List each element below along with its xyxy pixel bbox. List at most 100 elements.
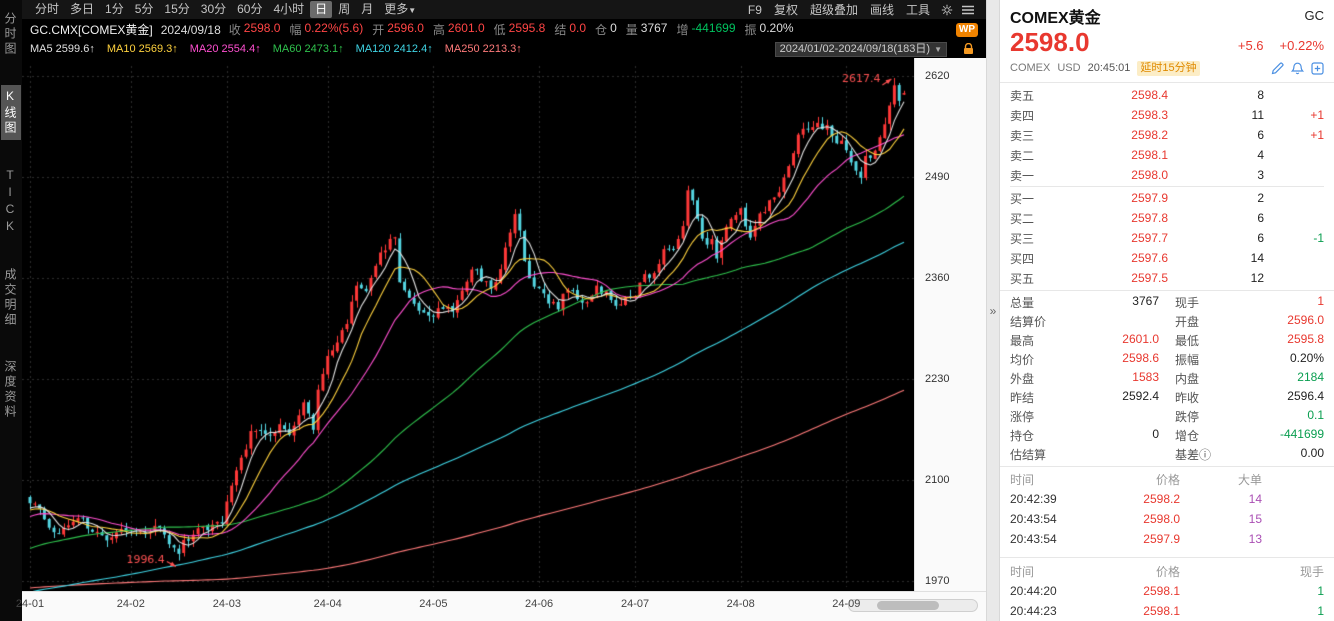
stat-value: 1 — [1317, 294, 1324, 311]
panel-collapse-handle[interactable]: » — [986, 0, 1000, 621]
toolbar-button-f9[interactable]: F9 — [742, 3, 768, 17]
list-header-col: 价格 — [1100, 471, 1180, 488]
quote-field-position: 仓0 — [595, 21, 617, 38]
toolbar-button-adjust-price[interactable]: 复权 — [768, 1, 804, 18]
sidebar-item-depth-info[interactable]: 深度资料 — [1, 356, 21, 424]
period-tab-9[interactable]: 周 — [333, 1, 355, 18]
toolbar-button-super-overlay[interactable]: 超级叠加 — [804, 1, 864, 18]
tick-row: 20:44:232598.11 — [1000, 601, 1334, 621]
stat-label: 估结算 — [1010, 446, 1046, 463]
period-tab-7[interactable]: 4小时 — [268, 1, 309, 18]
trade-price: 2598.1 — [1100, 584, 1180, 598]
book-volume: 14 — [1168, 251, 1264, 265]
menu-icon[interactable] — [958, 5, 978, 15]
period-tab-3[interactable]: 5分 — [130, 1, 159, 18]
quote-field-high: 高2601.0 — [433, 21, 485, 38]
ask-row-2[interactable]: 卖四2598.311+1 — [1000, 105, 1334, 125]
add-plus-icon[interactable] — [1311, 62, 1324, 75]
trade-time: 20:43:54 — [1010, 532, 1100, 546]
sidebar-item-minute-chart[interactable]: 分时图 — [1, 8, 21, 61]
collapse-icon: » — [990, 304, 997, 318]
period-tab-1[interactable]: 多日 — [65, 1, 99, 18]
quote-field-volume: 量3767 — [626, 21, 668, 38]
book-volume: 12 — [1168, 271, 1264, 285]
quote-field-label: 低 — [494, 21, 506, 38]
ask-row-4[interactable]: 卖二2598.14 — [1000, 145, 1334, 165]
ma-value-ma250: MA250 2213.3↑ — [445, 43, 522, 55]
candlestick-chart-canvas[interactable] — [22, 58, 914, 591]
symbol-code[interactable]: GC — [1305, 8, 1325, 23]
book-label: 卖三 — [1010, 127, 1050, 144]
bid-row-2[interactable]: 买二2597.86 — [1000, 208, 1334, 228]
stat-cell: 结算价 — [1010, 313, 1159, 330]
book-volume: 6 — [1168, 128, 1264, 142]
lock-icon[interactable] — [959, 43, 978, 55]
bid-row-4[interactable]: 买四2597.614 — [1000, 248, 1334, 268]
stat-label: 振幅 — [1175, 351, 1199, 368]
settings-gear-icon[interactable] — [937, 4, 957, 16]
stat-value: 2596.0 — [1287, 313, 1324, 330]
divider — [1000, 557, 1334, 558]
ma-value-ma20: MA20 2554.4↑ — [190, 43, 261, 55]
list-header-col: 时间 — [1010, 563, 1100, 580]
period-tab-4[interactable]: 15分 — [159, 1, 194, 18]
book-divider — [1010, 186, 1324, 187]
stat-label: 昨收 — [1175, 389, 1199, 406]
toolbar-button-draw-line[interactable]: 画线 — [864, 1, 900, 18]
scrollbar-thumb[interactable] — [877, 601, 939, 610]
sidebar-item-kline-chart[interactable]: K线图 — [1, 85, 21, 140]
panel-title-row: COMEX黄金 GC — [1000, 0, 1334, 26]
wp-badge[interactable]: WP — [956, 23, 978, 37]
price-change-pct: +0.22% — [1280, 38, 1324, 53]
stat-value: 0.20% — [1290, 351, 1324, 368]
quote-field-value: 0.20% — [760, 21, 794, 38]
ask-row-3[interactable]: 卖三2598.26+1 — [1000, 125, 1334, 145]
period-tab-8[interactable]: 日 — [310, 1, 332, 18]
date-range-text: 2024/01/02-2024/09/18(183日) — [780, 43, 930, 56]
book-price: 2597.6 — [1050, 251, 1168, 265]
stat-cell: 增仓-441699 — [1175, 427, 1324, 444]
quote-field-label: 高 — [433, 21, 445, 38]
edit-pencil-icon[interactable] — [1271, 62, 1284, 75]
ask-row-1[interactable]: 卖五2598.48 — [1000, 85, 1334, 105]
bid-row-3[interactable]: 买三2597.76-1 — [1000, 228, 1334, 248]
period-tab-2[interactable]: 1分 — [100, 1, 129, 18]
stat-value: 2595.8 — [1287, 332, 1324, 349]
order-book: 卖五2598.48卖四2598.311+1卖三2598.26+1卖二2598.1… — [1000, 85, 1334, 288]
date-range-selector[interactable]: 2024/01/02-2024/09/18(183日) ▼ — [775, 42, 947, 57]
currency-label: USD — [1057, 62, 1080, 74]
divider — [1000, 466, 1334, 467]
stat-label: 均价 — [1010, 351, 1034, 368]
big-order-row: 20:43:542597.913 — [1000, 529, 1334, 549]
book-label: 卖四 — [1010, 107, 1050, 124]
stats-row: 涨停跌停0.1 — [1000, 407, 1334, 426]
stat-cell: 开盘2596.0 — [1175, 313, 1324, 330]
book-price: 2598.3 — [1050, 108, 1168, 122]
panel-info-row: COMEX USD 20:45:01 延时15分钟 — [1000, 57, 1334, 80]
stat-cell: 昨结2592.4 — [1010, 389, 1159, 406]
book-label: 买三 — [1010, 230, 1050, 247]
trade-price: 2597.9 — [1100, 532, 1180, 546]
toolbar-button-tools[interactable]: 工具 — [900, 1, 936, 18]
period-tab-6[interactable]: 60分 — [232, 1, 267, 18]
period-toolbar: 分时多日1分5分15分30分60分4小时日周月 更多▼ F9复权超级叠加画线工具 — [22, 0, 986, 19]
last-price: 2598.0 — [1010, 27, 1090, 57]
sidebar-item-trade-detail[interactable]: 成交明细 — [1, 264, 21, 332]
book-volume: 2 — [1168, 191, 1264, 205]
stat-label: 基差ⓘ — [1175, 446, 1211, 463]
trade-volume: 1 — [1180, 584, 1324, 598]
list-header-col: 现手 — [1180, 563, 1324, 580]
left-sidebar: 分时图 K线图 TICK 成交明细深度资料 — [0, 0, 22, 621]
alert-bell-icon[interactable] — [1291, 62, 1304, 75]
divider — [1000, 290, 1334, 291]
period-tab-0[interactable]: 分时 — [30, 1, 64, 18]
sidebar-item-tick[interactable]: TICK — [1, 164, 21, 240]
bid-row-1[interactable]: 买一2597.92 — [1000, 188, 1334, 208]
bid-row-5[interactable]: 买五2597.512 — [1000, 268, 1334, 288]
period-tab-5[interactable]: 30分 — [196, 1, 231, 18]
x-axis-label: 24-08 — [719, 598, 763, 610]
more-periods-button[interactable]: 更多▼ — [379, 1, 421, 19]
ask-row-5[interactable]: 卖一2598.03 — [1000, 165, 1334, 185]
y-axis-label: 2230 — [925, 373, 949, 385]
period-tab-10[interactable]: 月 — [356, 1, 378, 18]
